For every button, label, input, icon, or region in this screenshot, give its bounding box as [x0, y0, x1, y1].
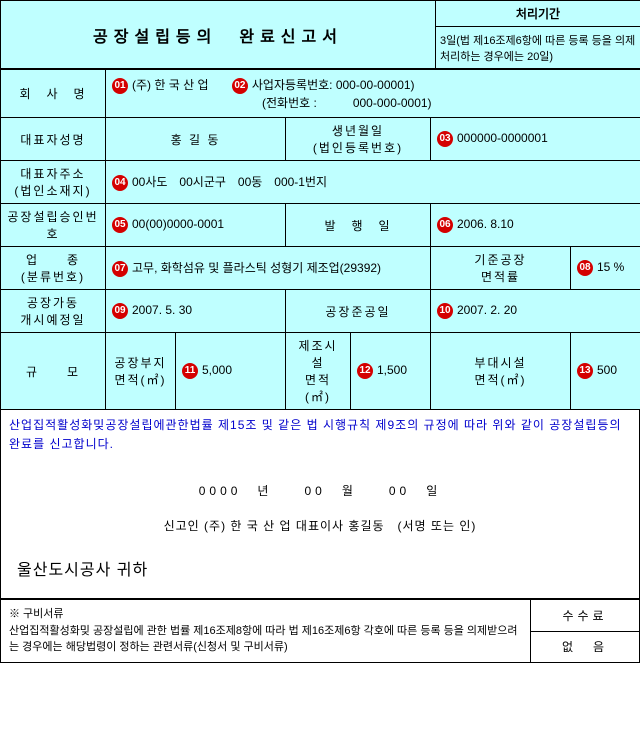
approval-cell: 05 00(00)0000-0001	[106, 204, 286, 247]
birth-value: 000000-0000001	[457, 131, 548, 145]
aux-value: 500	[597, 363, 617, 377]
company-cell: 01 (주) 한 국 산 업 02 사업자등록번호: 000-00-00001) (…	[106, 70, 640, 118]
site-label: 공장부지 면적(㎡)	[106, 333, 176, 410]
fee-label: 수수료	[530, 599, 640, 630]
badge-icon: 01	[112, 78, 128, 94]
aux-label: 부대시설 면적(㎡)	[431, 333, 571, 410]
site-value: 5,000	[202, 363, 232, 377]
biztype-value: 고무, 화학섬유 및 플라스틱 성형기 제조업(29392)	[132, 261, 381, 275]
std-value: 15 %	[597, 260, 624, 274]
proc-period-text: 3일(법 제16조제6항에 따른 등록 등을 의제처리하는 경우에는 20일)	[436, 27, 640, 69]
birth-cell: 03 000000-0000001	[431, 118, 640, 161]
completion-cell: 10 2007. 2. 20	[431, 290, 640, 333]
badge-icon: 07	[112, 261, 128, 277]
badge-icon: 09	[112, 303, 128, 319]
approval-value: 00(00)0000-0001	[132, 217, 224, 231]
rep-value: 홍 길 동	[106, 118, 286, 161]
proc-period-label: 처리기간	[436, 1, 640, 27]
fee-box: 수수료 없 음	[530, 599, 640, 663]
start-value: 2007. 5. 30	[132, 303, 192, 317]
bizno-label: 사업자등록번호: 000-00-00001)	[252, 78, 415, 92]
badge-icon: 11	[182, 363, 198, 379]
form-title: 공장설립등의 완료신고서	[1, 1, 436, 69]
date-line: 0000 년 00 월 00 일	[11, 482, 629, 499]
badge-icon: 10	[437, 303, 453, 319]
signer-line: 신고인 (주) 한 국 산 업 대표이사 홍길동 (서명 또는 인)	[11, 517, 629, 534]
std-label: 기준공장 면적률	[431, 247, 571, 290]
form-page: 공장설립등의 완료신고서 처리기간 3일(법 제16조제6항에 따른 등록 등을…	[0, 0, 640, 663]
badge-icon: 06	[437, 217, 453, 233]
required-docs: ※ 구비서류 산업집적활성화밎 공장설립에 관한 법률 제16조제8항에 따라 …	[0, 599, 530, 663]
body-table: 회 사 명 01 (주) 한 국 산 업 02 사업자등록번호: 000-00-00…	[0, 69, 640, 410]
aux-cell: 13 500	[571, 333, 640, 410]
issue-label: 발 행 일	[286, 204, 431, 247]
legal-text: 산업집적활성화밎공장설립에관한법률 제15조 및 같은 법 시행규칙 제9조의 …	[1, 410, 639, 460]
badge-icon: 05	[112, 217, 128, 233]
header-table: 공장설립등의 완료신고서 처리기간 3일(법 제16조제6항에 따른 등록 등을…	[0, 0, 640, 69]
company-value: (주) 한 국 산 업	[132, 78, 209, 92]
destination-line: 울산도시공사 귀하	[17, 556, 629, 580]
biztype-label: 업 종 (분류번호)	[1, 247, 106, 290]
birth-label: 생년월일 (법인등록번호)	[286, 118, 431, 161]
biztype-cell: 07 고무, 화학섬유 및 플라스틱 성형기 제조업(29392)	[106, 247, 431, 290]
scale-label: 규 모	[1, 333, 106, 410]
mfg-value: 1,500	[377, 363, 407, 377]
phone-label: (전화번호 : 000-000-0001)	[262, 96, 432, 110]
approval-label: 공장설립승인번호	[1, 204, 106, 247]
addr-value: 00사도 00시군구 00동 000-1번지	[132, 175, 327, 189]
issue-value: 2006. 8.10	[457, 217, 514, 231]
bottom-block: ※ 구비서류 산업집적활성화밎 공장설립에 관한 법률 제16조제8항에 따라 …	[0, 599, 640, 663]
declaration-block: 산업집적활성화밎공장설립에관한법률 제15조 및 같은 법 시행규칙 제9조의 …	[0, 410, 640, 599]
fee-value: 없 음	[530, 631, 640, 663]
site-cell: 11 5,000	[176, 333, 286, 410]
mfg-label: 제조시설 면적(㎡)	[286, 333, 351, 410]
rep-label: 대표자성명	[1, 118, 106, 161]
issue-cell: 06 2006. 8.10	[431, 204, 640, 247]
start-label: 공장가동 개시예정일	[1, 290, 106, 333]
addr-label: 대표자주소 (법인소재지)	[1, 161, 106, 204]
completion-value: 2007. 2. 20	[457, 303, 517, 317]
company-label: 회 사 명	[1, 70, 106, 118]
badge-icon: 02	[232, 78, 248, 94]
addr-cell: 04 00사도 00시군구 00동 000-1번지	[106, 161, 640, 204]
badge-icon: 12	[357, 363, 373, 379]
badge-icon: 13	[577, 363, 593, 379]
badge-icon: 08	[577, 260, 593, 276]
completion-label: 공장준공일	[286, 290, 431, 333]
mfg-cell: 12 1,500	[351, 333, 431, 410]
badge-icon: 03	[437, 131, 453, 147]
badge-icon: 04	[112, 175, 128, 191]
std-cell: 08 15 %	[571, 247, 640, 290]
start-cell: 09 2007. 5. 30	[106, 290, 286, 333]
